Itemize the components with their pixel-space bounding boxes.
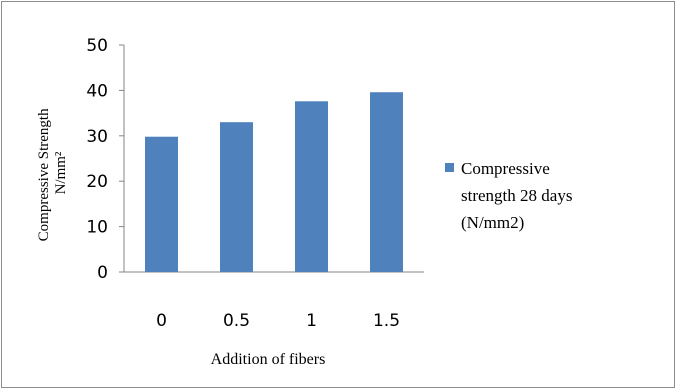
x-tick-label: 0.5 <box>223 311 250 331</box>
x-tick-label: 0 <box>156 311 167 331</box>
bars-group <box>145 92 403 273</box>
y-tick-label: 10 <box>86 218 108 238</box>
bar <box>370 92 403 272</box>
y-tick-labels: 0 10 20 30 40 50 <box>86 36 108 283</box>
y-axis-label-line-2: N/mm² <box>53 151 69 194</box>
x-axis-label: Addition of fibers <box>211 351 326 368</box>
y-tick-label: 20 <box>86 172 108 192</box>
y-tick-label: 40 <box>86 81 108 101</box>
legend-swatch <box>445 163 454 172</box>
y-tick-label: 50 <box>86 36 108 56</box>
y-axis-label-line-1: Compressive Strength <box>36 108 52 241</box>
legend-label-line-1: Compressive <box>461 159 550 178</box>
y-tick-label: 0 <box>97 263 108 283</box>
y-axis-label: Compressive Strength N/mm² <box>36 105 69 242</box>
bar <box>295 101 328 273</box>
legend-label-line-2: strength 28 days <box>461 186 572 205</box>
bar <box>145 136 178 272</box>
x-tick-label: 1.5 <box>373 311 400 331</box>
x-tick-labels: 0 0.5 1 1.5 <box>156 311 400 331</box>
legend: Compressive strength 28 days (N/mm2) <box>445 159 572 232</box>
x-tick-label: 1 <box>306 311 317 331</box>
bar <box>220 122 253 273</box>
legend-label-line-3: (N/mm2) <box>461 213 524 232</box>
y-tick-label: 30 <box>86 127 108 147</box>
